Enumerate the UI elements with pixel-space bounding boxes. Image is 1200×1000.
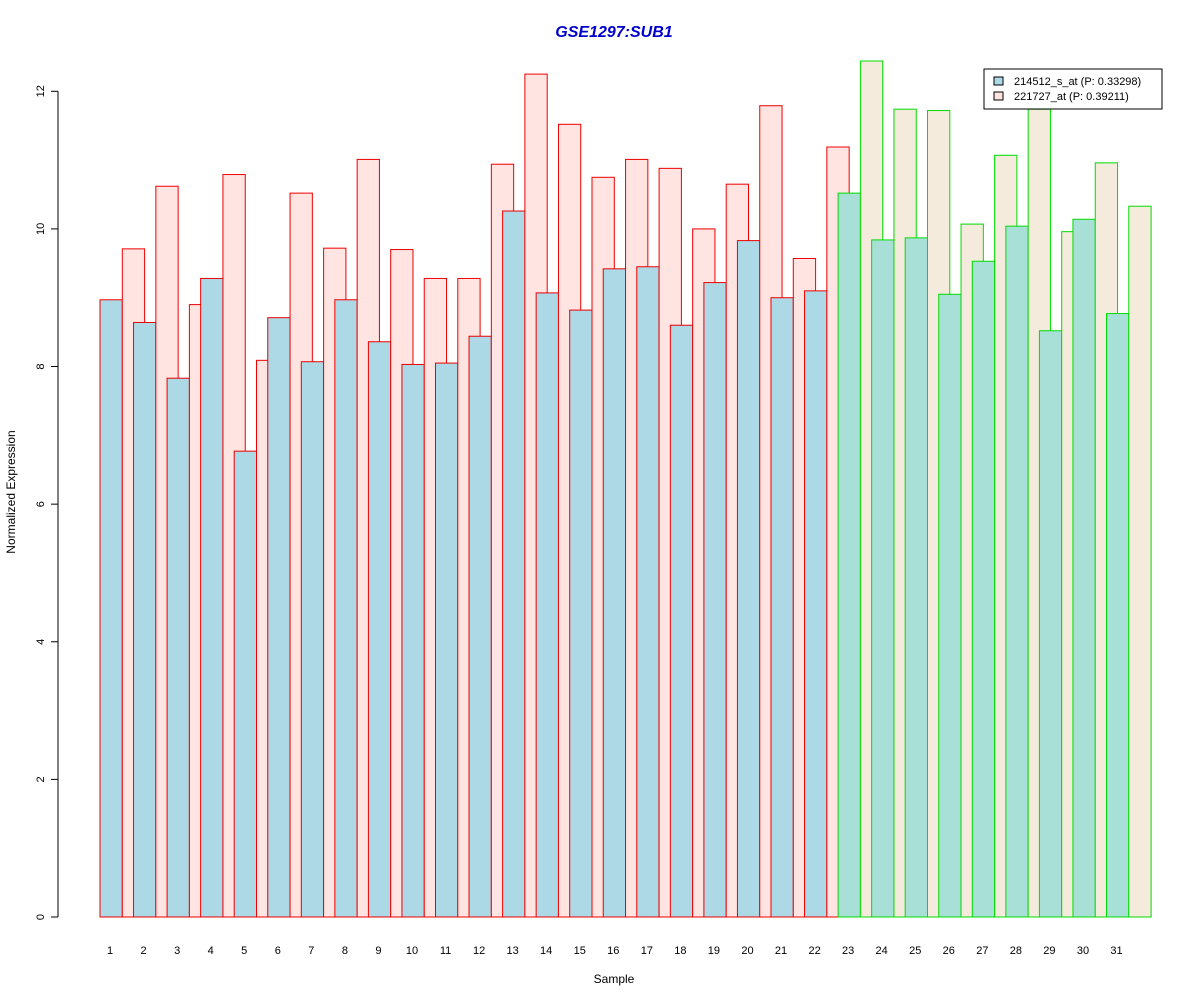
y-tick-label: 12: [35, 85, 47, 97]
y-tick-label: 0: [35, 914, 47, 920]
bar-series1-sample-18: [669, 324, 694, 918]
x-tick-labels: 1 2 3 4 5 6 7 8 9 10 11 12 13 14 15 16 17 18 19 20 21 22 23 24 2…: [107, 945, 1123, 957]
x-tick-label: 1: [107, 945, 113, 957]
bar-series1-sample-17: [636, 266, 660, 918]
x-tick-label: 12: [473, 945, 485, 957]
legend: 214512_s_at (P: 0.33298) 221727_at (P: 0.…: [983, 68, 1163, 110]
x-tick-label: 24: [876, 945, 888, 957]
bar-series1-sample-28: [1005, 225, 1029, 918]
bar-series1-sample-21: [770, 297, 794, 918]
bar-series1-sample-19: [703, 282, 727, 918]
y-axis-label: Normalized Expression: [4, 430, 18, 553]
legend-label: 214512_s_at (P: 0.33298): [1014, 76, 1141, 88]
chart-title: GSE1297:SUB1: [555, 24, 672, 41]
legend-swatch: [993, 91, 1004, 101]
bar-series1-sample-13: [502, 210, 526, 918]
bar-series1-sample-4: [200, 277, 224, 918]
x-tick-label: 30: [1077, 945, 1089, 957]
bar-series1-sample-14: [535, 292, 559, 918]
bar-series2-sample-31: [1128, 205, 1152, 918]
bar-series1-sample-25: [904, 237, 929, 918]
bar-series1-sample-29: [1038, 330, 1063, 918]
x-tick-label: 10: [406, 945, 418, 957]
bar-series1-sample-22: [804, 290, 828, 918]
x-tick-label: 21: [775, 945, 787, 957]
bar-series1-sample-27: [971, 260, 996, 918]
y-tick-label: 10: [35, 223, 47, 235]
x-tick-label: 13: [507, 945, 519, 957]
x-tick-label: 7: [308, 945, 314, 957]
x-tick-label: 23: [842, 945, 854, 957]
y-axis: 0 2 4 6 8 10 12: [35, 85, 59, 920]
bar-series1-sample-7: [300, 361, 325, 918]
y-tick-label: 6: [35, 501, 47, 507]
legend-box: [983, 68, 1163, 110]
x-tick-label: 26: [943, 945, 955, 957]
x-tick-label: 31: [1110, 945, 1122, 957]
legend-swatch: [993, 76, 1004, 86]
x-tick-label: 2: [141, 945, 147, 957]
bar-series1-sample-9: [367, 341, 392, 918]
bars-group: [99, 60, 1152, 918]
x-tick-label: 25: [909, 945, 921, 957]
x-tick-label: 11: [440, 945, 451, 957]
x-axis-label: Sample: [594, 972, 635, 986]
x-tick-label: 27: [976, 945, 988, 957]
bar-series1-sample-11: [435, 362, 459, 918]
x-tick-label: 14: [540, 945, 552, 957]
bar-series1-sample-3: [166, 377, 190, 918]
x-tick-label: 9: [375, 945, 381, 957]
bar-series1-sample-10: [401, 363, 425, 918]
x-tick-label: 3: [174, 945, 180, 957]
x-tick-label: 4: [208, 945, 214, 957]
x-tick-label: 29: [1043, 945, 1055, 957]
bar-series1-sample-2: [133, 321, 157, 918]
bar-series1-sample-5: [233, 450, 257, 918]
bar-series1-sample-26: [938, 293, 962, 918]
bar-series1-sample-12: [468, 335, 492, 918]
bar-series1-sample-23: [837, 192, 861, 918]
y-tick-label: 2: [35, 776, 47, 782]
x-tick-label: 28: [1010, 945, 1022, 957]
x-tick-label: 17: [641, 945, 653, 957]
x-tick-label: 8: [342, 945, 348, 957]
y-tick-label: 8: [35, 363, 47, 369]
bar-series1-sample-1: [99, 299, 123, 918]
bar-series1-sample-24: [871, 239, 895, 918]
bar-series1-sample-31: [1106, 313, 1130, 918]
x-tick-label: 15: [574, 945, 586, 957]
bar-series1-sample-16: [602, 268, 627, 918]
x-tick-label: 20: [741, 945, 753, 957]
legend-label: 221727_at (P: 0.39211): [1014, 91, 1129, 103]
x-tick-label: 16: [607, 945, 619, 957]
bar-series1-sample-8: [334, 299, 358, 918]
x-tick-label: 18: [674, 945, 686, 957]
x-tick-label: 5: [241, 945, 247, 957]
bar-series1-sample-20: [736, 240, 761, 918]
x-tick-label: 22: [808, 945, 820, 957]
x-tick-label: 19: [708, 945, 720, 957]
y-tick-label: 4: [35, 639, 47, 645]
bar-series1-sample-15: [569, 309, 593, 918]
bar-series1-sample-30: [1072, 218, 1096, 918]
x-tick-label: 6: [275, 945, 281, 957]
bar-series1-sample-6: [267, 317, 291, 918]
